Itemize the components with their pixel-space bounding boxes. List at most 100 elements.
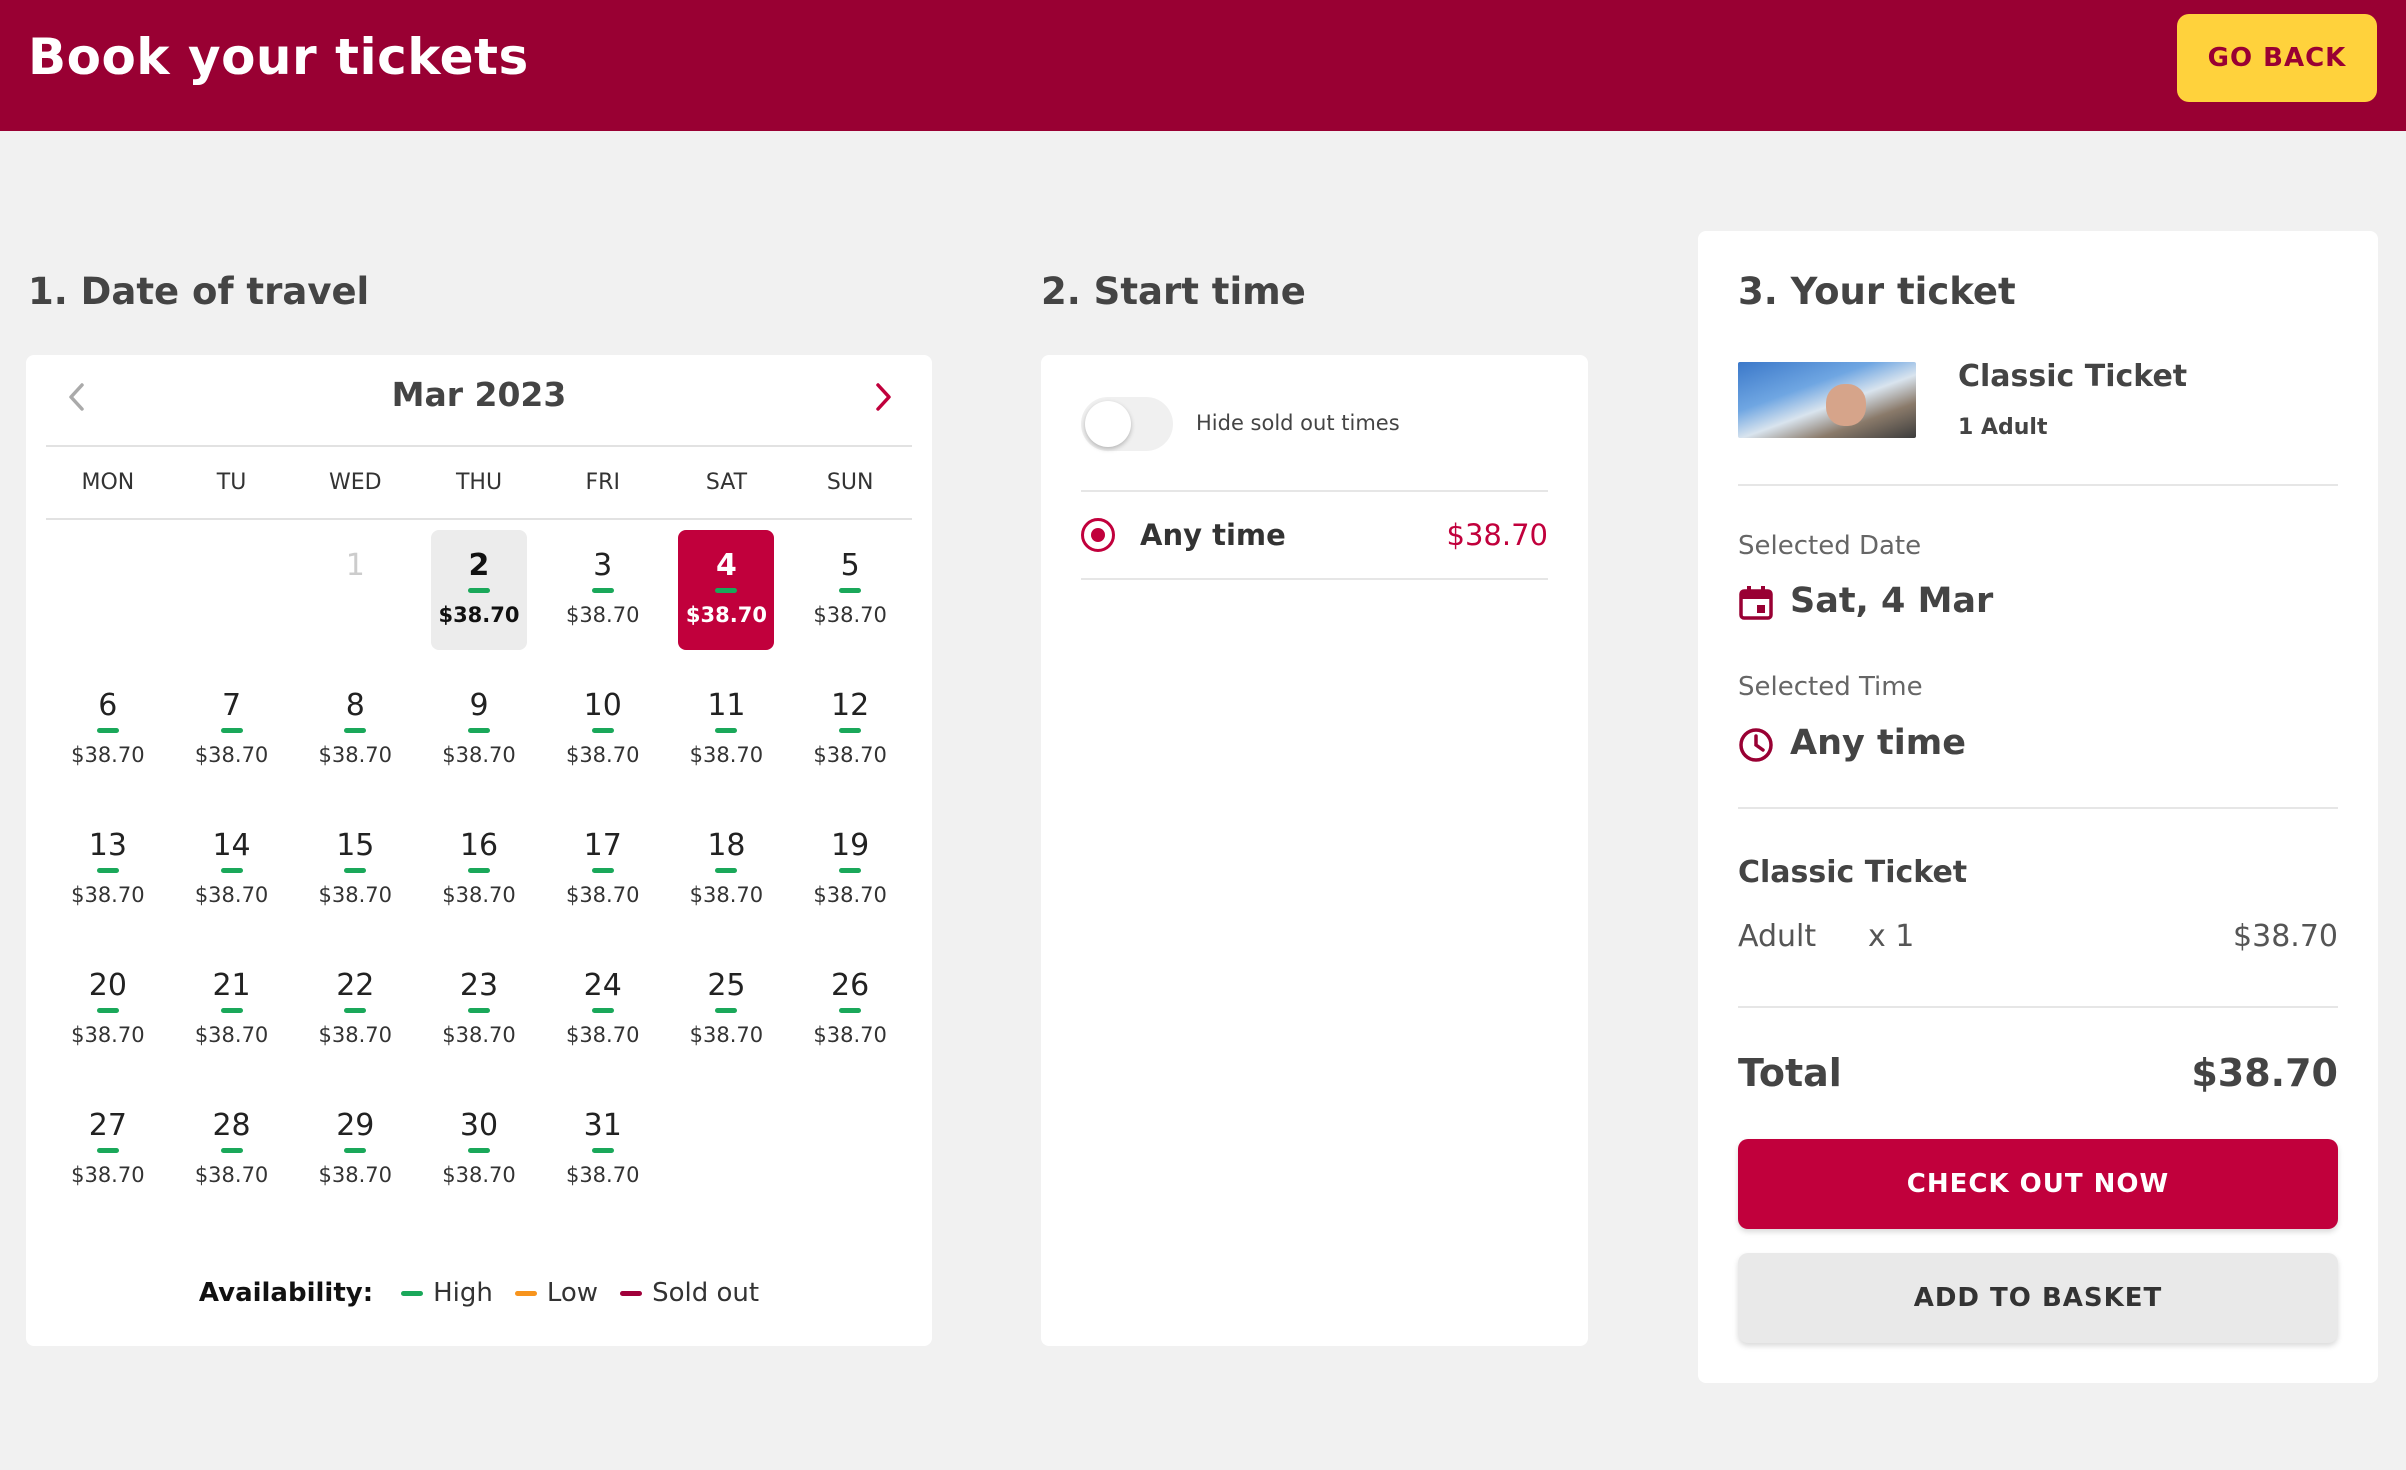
calendar-day-box: 23 $38.70 <box>431 950 527 1070</box>
calendar-day-number: 28 <box>212 1108 251 1143</box>
calendar-day-number: 7 <box>222 688 242 723</box>
start-time-card: Hide sold out times Any time $38.70 <box>1041 355 1588 1346</box>
hide-sold-out-toggle[interactable] <box>1081 397 1173 451</box>
availability-indicator <box>591 1008 614 1013</box>
hide-sold-out-label: Hide sold out times <box>1196 411 1400 435</box>
legend-swatch <box>401 1290 424 1296</box>
calendar-day[interactable]: 7 $38.70 <box>170 670 294 810</box>
calendar-day[interactable]: 10 $38.70 <box>541 670 665 810</box>
calendar-day-number: 6 <box>98 688 118 723</box>
calendar-day[interactable]: 19 $38.70 <box>788 810 912 950</box>
calendar-empty-cell <box>46 530 170 670</box>
calendar-divider <box>46 445 912 447</box>
calendar-day[interactable]: 28 $38.70 <box>170 1090 294 1230</box>
selected-date-label: Selected Date <box>1738 531 1922 561</box>
calendar-day[interactable]: 5 $38.70 <box>788 530 912 670</box>
calendar-day-box: 18 $38.70 <box>678 810 774 930</box>
legend-swatch <box>620 1290 643 1296</box>
calendar-day-price: $38.70 <box>689 743 764 767</box>
calendar-card: Mar 2023 MON TU WED THU FRI SAT SUN 1 2 $38.70 3 $… <box>26 355 932 1346</box>
availability-indicator <box>96 728 119 733</box>
total-value: $38.70 <box>2191 1051 2338 1095</box>
calendar-day[interactable]: 13 $38.70 <box>46 810 170 950</box>
time-option-label[interactable]: Any time <box>1140 518 1286 552</box>
availability-indicator <box>467 868 490 873</box>
calendar-day-price: $38.70 <box>194 743 269 767</box>
calendar-day[interactable]: 9 $38.70 <box>417 670 541 810</box>
add-to-basket-button[interactable]: ADD TO BASKET <box>1738 1253 2338 1343</box>
calendar-day[interactable]: 29 $38.70 <box>293 1090 417 1230</box>
calendar-day[interactable]: 21 $38.70 <box>170 950 294 1090</box>
calendar-day-price: $38.70 <box>813 743 887 767</box>
calendar-day[interactable]: 3 $38.70 <box>541 530 665 670</box>
go-back-button[interactable]: GO BACK <box>2177 14 2377 102</box>
page-title: Book your tickets <box>28 28 529 86</box>
calendar-day-price: $38.70 <box>565 603 640 627</box>
calendar-day-price: $38.70 <box>318 743 393 767</box>
calendar-day[interactable]: 11 $38.70 <box>665 670 789 810</box>
calendar-day[interactable]: 4 $38.70 <box>665 530 789 670</box>
calendar-day-box: 17 $38.70 <box>555 810 651 930</box>
summary-ticket-name: Classic Ticket <box>1738 855 1968 890</box>
calendar-day-price: $38.70 <box>194 883 269 907</box>
calendar-day[interactable]: 17 $38.70 <box>541 810 665 950</box>
any-time-radio[interactable] <box>1081 518 1115 552</box>
availability-indicator <box>96 868 119 873</box>
availability-indicator <box>839 728 862 733</box>
calendar-day-price: $38.70 <box>813 1023 887 1047</box>
selected-date-value: Sat, 4 Mar <box>1790 581 1994 621</box>
calendar-day[interactable]: 22 $38.70 <box>293 950 417 1090</box>
ticket-card: 3. Your ticket Classic Ticket 1 Adult Se… <box>1698 231 2378 1383</box>
calendar-day-number: 13 <box>88 828 127 863</box>
calendar-day[interactable]: 8 $38.70 <box>293 670 417 810</box>
chevron-right-icon[interactable] <box>862 377 902 417</box>
calendar-day-price: $38.70 <box>194 1163 269 1187</box>
calendar-day-box: 2 $38.70 <box>430 530 527 650</box>
calendar-day-price: $38.70 <box>689 883 764 907</box>
calendar-day[interactable]: 12 $38.70 <box>788 670 912 810</box>
calendar-day[interactable]: 23 $38.70 <box>417 950 541 1090</box>
availability-indicator <box>344 728 367 733</box>
availability-indicator <box>839 868 862 873</box>
calendar-day-price: $38.70 <box>565 743 640 767</box>
summary-ticket-count: x 1 <box>1868 919 1915 954</box>
calendar-day-box: 31 $38.70 <box>555 1090 651 1210</box>
calendar-day-box: 16 $38.70 <box>431 810 527 930</box>
calendar-day[interactable]: 14 $38.70 <box>170 810 294 950</box>
calendar-day[interactable]: 18 $38.70 <box>665 810 789 950</box>
calendar-day[interactable]: 24 $38.70 <box>541 950 665 1090</box>
summary-ticket-price: $38.70 <box>2233 919 2338 954</box>
calendar-day[interactable]: 6 $38.70 <box>46 670 170 810</box>
legend-swatch <box>514 1290 537 1296</box>
availability-indicator <box>591 588 614 593</box>
time-divider <box>1081 578 1548 580</box>
legend-item: High <box>401 1278 493 1308</box>
calendar-day-price: $38.70 <box>318 1163 393 1187</box>
availability-indicator <box>715 728 738 733</box>
calendar-day[interactable]: 20 $38.70 <box>46 950 170 1090</box>
legend-item: Sold out <box>620 1278 759 1308</box>
calendar-day[interactable]: 16 $38.70 <box>417 810 541 950</box>
availability-indicator <box>344 1148 367 1153</box>
availability-indicator <box>715 1008 738 1013</box>
calendar-day-box: 25 $38.70 <box>678 950 774 1070</box>
calendar-day[interactable]: 15 $38.70 <box>293 810 417 950</box>
calendar-day-box: 21 $38.70 <box>184 950 280 1070</box>
calendar-divider <box>46 518 912 520</box>
chevron-left-icon[interactable] <box>58 377 98 417</box>
calendar-day-number: 17 <box>583 828 622 863</box>
calendar-day-box: 26 $38.70 <box>802 950 898 1070</box>
calendar-day-number: 29 <box>336 1108 375 1143</box>
calendar-day-number: 5 <box>840 548 860 583</box>
calendar-day-number: 16 <box>459 828 499 863</box>
calendar-day[interactable]: 31 $38.70 <box>541 1090 665 1230</box>
availability-indicator <box>96 1008 119 1013</box>
calendar-day[interactable]: 30 $38.70 <box>417 1090 541 1230</box>
check-out-now-button[interactable]: CHECK OUT NOW <box>1738 1139 2338 1229</box>
calendar-day[interactable]: 26 $38.70 <box>788 950 912 1090</box>
calendar-day[interactable]: 2 $38.70 <box>417 530 541 670</box>
calendar-day[interactable]: 27 $38.70 <box>46 1090 170 1230</box>
calendar-day-box: 1 <box>307 530 403 650</box>
calendar-day[interactable]: 25 $38.70 <box>665 950 789 1090</box>
availability-legend: Availability: High Low Sold out <box>26 1273 932 1313</box>
